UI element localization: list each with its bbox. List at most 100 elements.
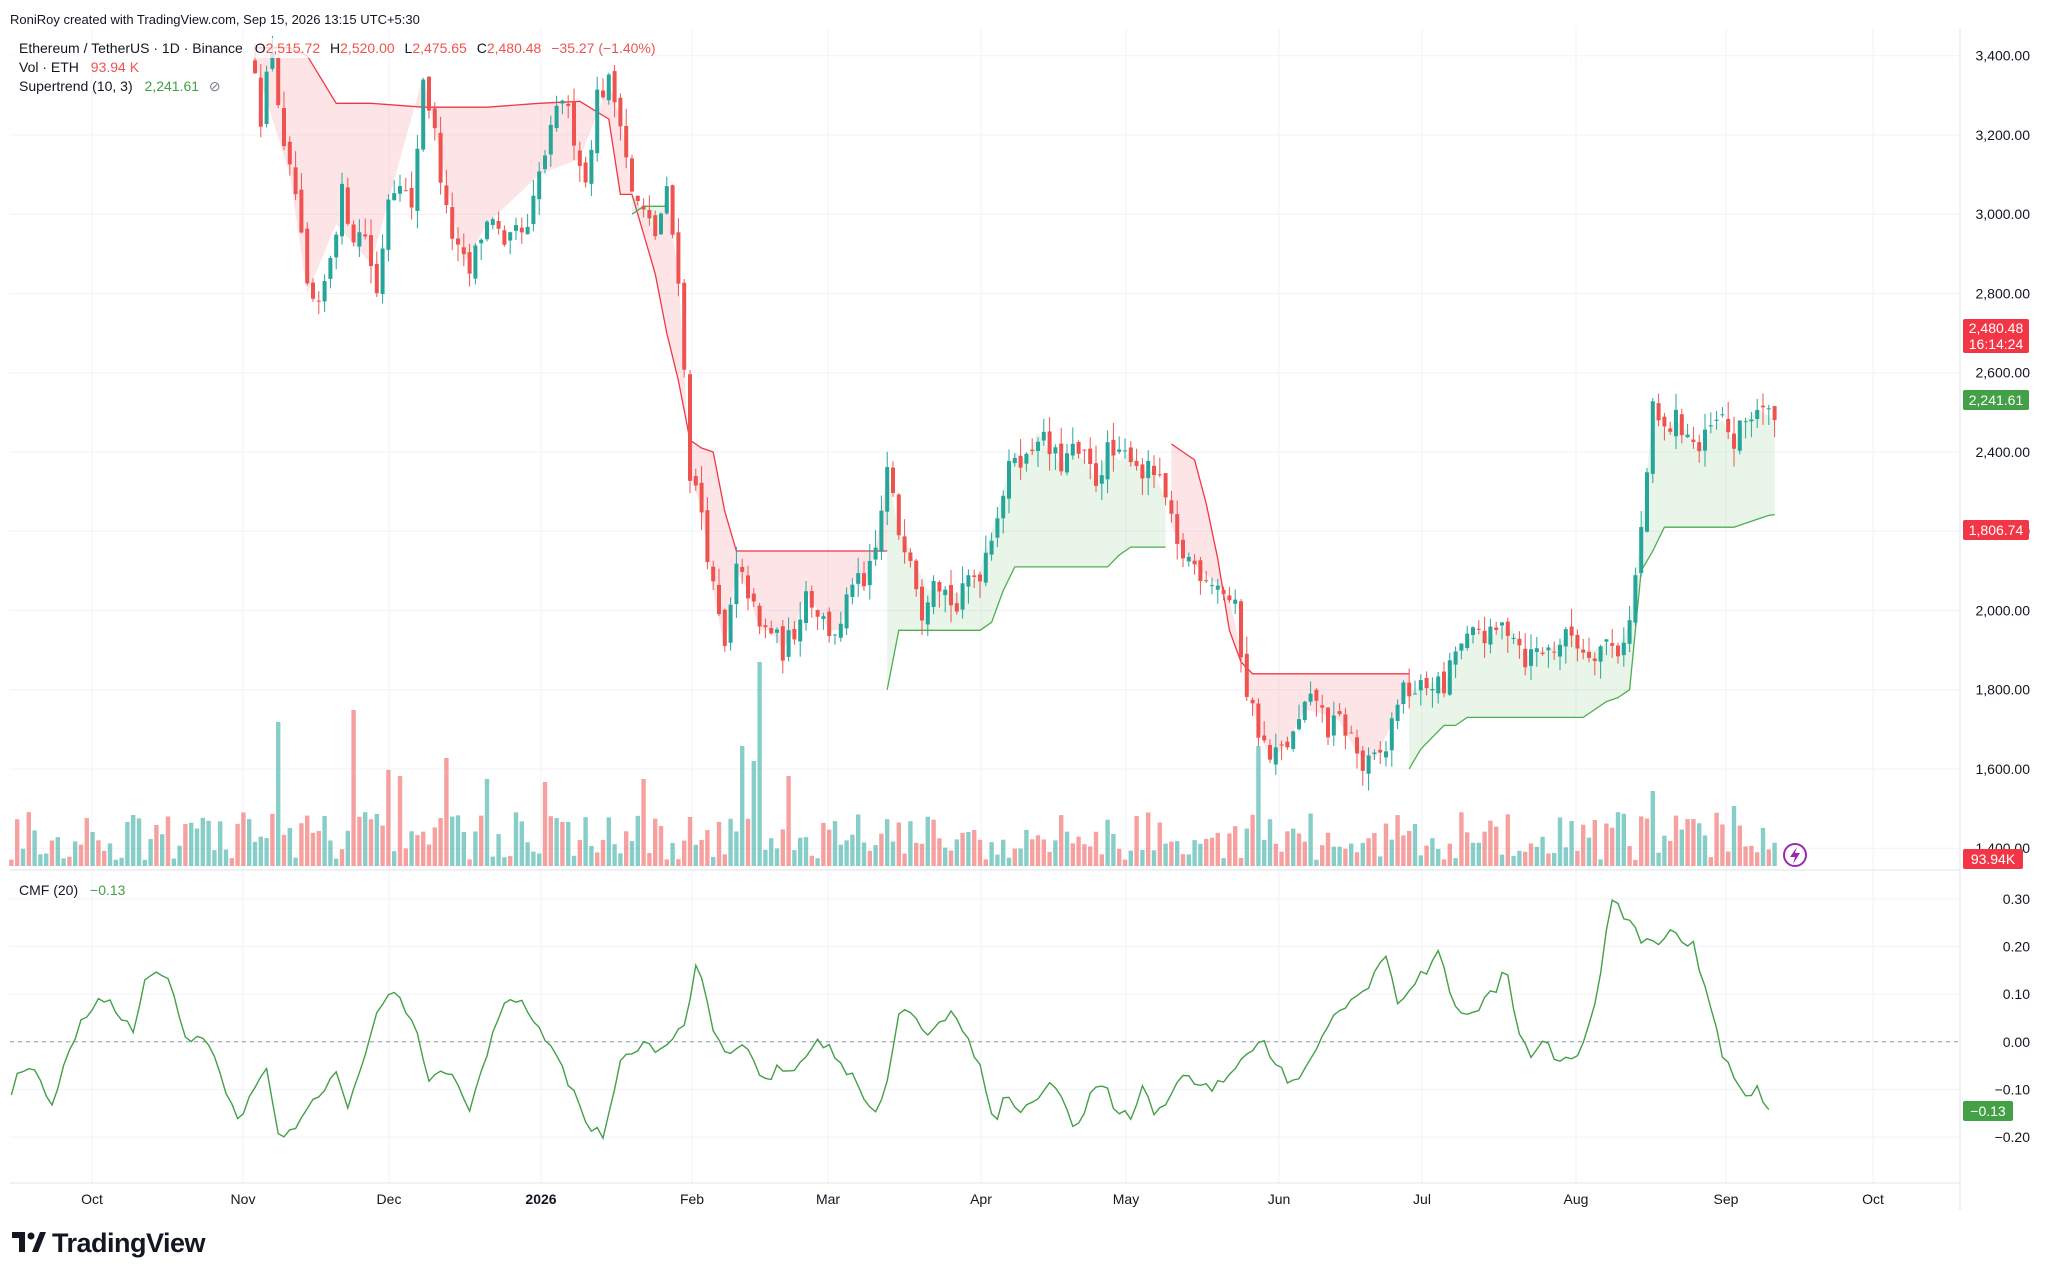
volume-bar (1465, 832, 1470, 866)
candle-body (717, 584, 721, 615)
candle-body (1041, 431, 1046, 441)
volume-bar (1499, 854, 1505, 866)
candle-body (1059, 443, 1064, 472)
cmf-tick-label: 0.30 (2003, 891, 2030, 907)
candle-body (1175, 514, 1180, 544)
candle-body (1210, 585, 1214, 587)
author-credit: RoniRoy created with TradingView.com, Se… (10, 12, 420, 27)
volume-bar (682, 840, 687, 866)
volume-bar (1331, 846, 1336, 866)
volume-bar (1743, 846, 1748, 866)
candle-body (1523, 648, 1528, 668)
candle-body (1395, 704, 1400, 721)
candle-body (490, 219, 495, 225)
candle-body (1099, 475, 1104, 484)
volume-bar (1708, 857, 1713, 866)
candle-body (1534, 648, 1539, 653)
price-tick-label: 3,400.00 (1976, 48, 2031, 64)
candle-body (316, 300, 321, 302)
volume-bar (1395, 815, 1400, 866)
cmf-line (10, 898, 1770, 1141)
candle-body (1331, 715, 1336, 736)
cmf-badge: −0.13 (1963, 1101, 2013, 1121)
supertrend-fill (1171, 444, 1410, 761)
candle-body (1563, 629, 1568, 647)
volume-bar (293, 857, 298, 866)
candle-body (421, 79, 426, 150)
volume-bar (1093, 831, 1099, 866)
volume-bar (177, 845, 182, 866)
volume-bar (757, 662, 762, 866)
volume-bar (780, 829, 785, 866)
time-tick-label: Apr (970, 1191, 992, 1207)
lightning-alert-icon[interactable] (1783, 843, 1807, 867)
candle-body (624, 125, 629, 158)
volume-bar (1372, 833, 1377, 866)
volume-bar (1726, 851, 1731, 866)
candle-body (1674, 409, 1678, 437)
volume-bar (1389, 839, 1394, 866)
volume-bar (850, 834, 855, 866)
volume-bar (774, 848, 780, 866)
volume-bar (914, 842, 919, 866)
time-tick-label: Jun (1268, 1191, 1291, 1207)
volume-bar (1639, 816, 1644, 866)
candle-body (635, 195, 640, 201)
volume-bar (200, 817, 205, 866)
candle-body (1766, 408, 1771, 410)
candle-body (1036, 441, 1040, 451)
volume-bar (1059, 815, 1064, 866)
volume-bar (1291, 828, 1296, 866)
candle-body (1540, 652, 1545, 654)
candle-body (1610, 643, 1615, 646)
volume-bar (55, 837, 60, 866)
candle-body (374, 263, 379, 294)
candle-body (1668, 428, 1673, 432)
volume-bar (67, 856, 72, 866)
candlesticks (253, 35, 1777, 791)
candle-body (1337, 711, 1342, 715)
candle-body (554, 105, 559, 129)
candle-body (380, 248, 385, 294)
volume-bar (1250, 814, 1255, 866)
volume-bar (577, 840, 582, 866)
candle-body (751, 593, 756, 602)
volume-bar (1099, 854, 1104, 866)
volume-bar (426, 844, 432, 866)
volume-bar (647, 853, 652, 866)
time-axis[interactable]: Oct Nov Dec 2026 Feb Mar Apr May Jun Jul Aug Sep Oct (81, 1191, 1884, 1207)
volume-bar (1418, 855, 1423, 866)
time-tick-label: 2026 (525, 1191, 556, 1207)
volume-bar (444, 758, 449, 866)
candle-body (1726, 418, 1731, 433)
candle-body (1163, 473, 1168, 498)
candle-body (1024, 453, 1029, 464)
candle-body (1047, 431, 1052, 455)
volume-bar (316, 831, 321, 866)
volume-bar (1024, 829, 1029, 866)
candle-body (287, 141, 292, 165)
candle-body (311, 282, 315, 299)
candle-body (728, 604, 733, 643)
volume-bar (1679, 829, 1684, 866)
candle-body (740, 567, 745, 572)
candle-body (1053, 447, 1058, 454)
candle-body (682, 282, 687, 370)
candle-body (1505, 621, 1510, 636)
cmf-axis: 0.30 0.20 0.10 0.00 −0.10 −0.20 (1995, 891, 2031, 1145)
candle-body (1215, 585, 1220, 590)
volume-bar (1755, 852, 1760, 866)
candle-body (1326, 707, 1330, 738)
volume-bar (966, 831, 971, 866)
candle-body (345, 187, 350, 224)
volume-bar (131, 814, 136, 866)
time-tick-label: Dec (377, 1191, 402, 1207)
candle-body (531, 195, 536, 224)
volume-bar (1122, 859, 1128, 866)
time-tick-label: Feb (680, 1191, 704, 1207)
volume-bar (1128, 850, 1133, 866)
tradingview-logo-icon (12, 1232, 46, 1252)
candle-body (560, 100, 565, 104)
candle-body (1152, 465, 1156, 476)
